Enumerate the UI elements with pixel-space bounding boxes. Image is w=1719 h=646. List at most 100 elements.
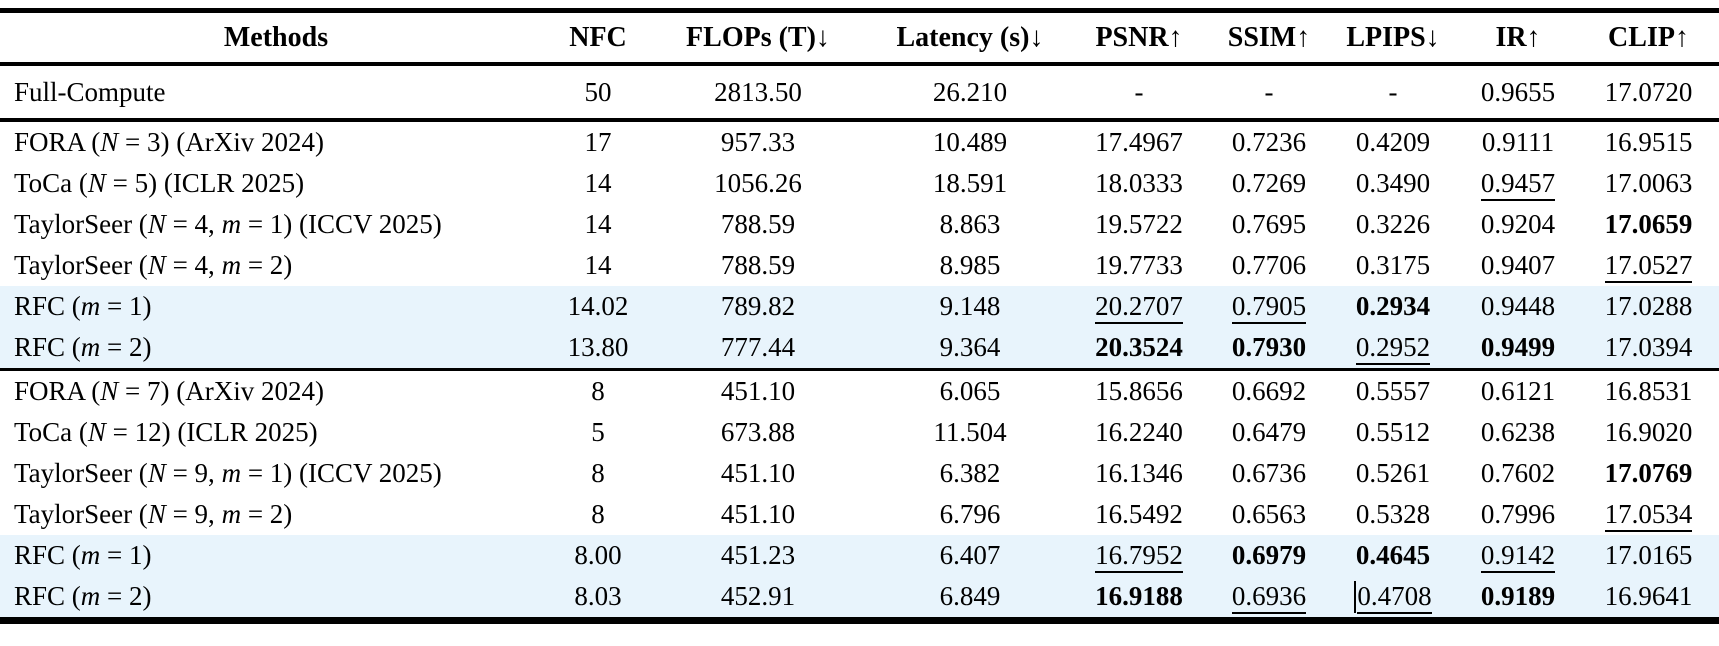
metric-value: 0.6563 [1231,499,1307,529]
metric-value: 16.5492 [1095,499,1183,529]
value-cell: 14.02 [552,286,644,327]
metric-value: 14 [584,250,612,280]
value-cell: 0.7706 [1210,245,1328,286]
value-cell: 0.6736 [1210,453,1328,494]
metric-value: 17.4967 [1095,127,1183,157]
metric-value: 5 [591,417,605,447]
metric-value: 0.7602 [1480,458,1556,488]
value-cell: 0.6936 [1210,576,1328,621]
method-cell: FORA (N = 7) (ArXiv 2024) [14,376,324,406]
column-header-nfc: NFC [569,22,627,53]
metric-value: 17.0769 [1604,458,1693,488]
value-cell: 20.2707 [1068,286,1210,327]
method-cell: TaylorSeer (N = 4, m = 1) (ICCV 2025) [14,209,442,239]
metric-value: 777.44 [720,332,796,362]
value-cell: 8.863 [872,204,1068,245]
value-cell: 8.00 [552,535,644,576]
value-cell: 788.59 [644,245,872,286]
text-cursor-artifact [1354,581,1357,613]
value-cell: 14 [552,163,644,204]
metric-value: 6.065 [939,376,1001,406]
metric-value: - [1264,77,1274,107]
method-cell: TaylorSeer (N = 4, m = 2) [14,250,293,280]
method-cell: ToCa (N = 5) (ICLR 2025) [14,168,305,198]
metric-value: 8 [591,376,605,406]
metric-value: 0.7996 [1480,499,1556,529]
table-row: ToCa (N = 5) (ICLR 2025) 14 1056.26 18.591 1… [0,163,1719,204]
value-cell: 788.59 [644,204,872,245]
value-cell: 0.6479 [1210,412,1328,453]
metric-value: 8.863 [939,209,1001,239]
value-cell: 17.0527 [1578,245,1719,286]
value-cell: 777.44 [644,327,872,370]
metric-value: 0.6121 [1480,376,1556,406]
metric-value: 16.9188 [1095,581,1183,611]
high-nfc-section: FORA (N = 3) (ArXiv 2024) 17 957.33 10.489 1… [0,120,1719,370]
metric-value: 9.148 [939,291,1001,321]
column-header-ssim: SSIM↑ [1227,22,1311,53]
value-cell: 451.10 [644,494,872,535]
metric-value: 0.9407 [1480,250,1556,280]
metric-value: 0.7930 [1231,332,1307,362]
value-cell: 0.9499 [1458,327,1578,370]
value-cell: 0.5261 [1328,453,1458,494]
value-cell: 0.3175 [1328,245,1458,286]
metric-value: 16.9515 [1604,127,1693,157]
metric-value: 451.10 [720,458,796,488]
metric-value: 0.6736 [1231,458,1307,488]
value-cell: 17.0769 [1578,453,1719,494]
metric-value: 0.9499 [1480,332,1556,362]
metric-value: 16.9020 [1604,417,1693,447]
value-cell: 20.3524 [1068,327,1210,370]
metric-value: 957.33 [720,127,796,157]
value-cell: 9.148 [872,286,1068,327]
low-nfc-section: FORA (N = 7) (ArXiv 2024) 8 451.10 6.065 15.… [0,370,1719,621]
method-cell: RFC (m = 1) [14,540,152,570]
value-cell: 6.849 [872,576,1068,621]
value-cell: 0.6121 [1458,370,1578,413]
table-row: FORA (N = 7) (ArXiv 2024) 8 451.10 6.065 15.… [0,370,1719,413]
value-cell: 0.7269 [1210,163,1328,204]
results-table: Methods NFC FLOPs (T)↓ Latency (s)↓ PSNR… [0,8,1719,624]
metric-value: 18.0333 [1095,168,1183,198]
value-cell: 0.4708 [1328,576,1458,621]
metric-value: 0.5512 [1355,417,1431,447]
value-cell: 0.5557 [1328,370,1458,413]
value-cell: 0.9655 [1458,64,1578,120]
table-row: RFC (m = 1) 8.00 451.23 6.407 16.7952 0.6979 0… [0,535,1719,576]
table-row: TaylorSeer (N = 9, m = 2) 8 451.10 6.796 16.… [0,494,1719,535]
table-row: RFC (m = 2) 13.80 777.44 9.364 20.3524 0.7930… [0,327,1719,370]
method-cell: RFC (m = 2) [14,332,152,362]
metric-value: 10.489 [932,127,1008,157]
method-cell: ToCa (N = 12) (ICLR 2025) [14,417,318,447]
table-header: Methods NFC FLOPs (T)↓ Latency (s)↓ PSNR… [0,11,1719,64]
metric-value: 451.10 [720,376,796,406]
table-figure: Methods NFC FLOPs (T)↓ Latency (s)↓ PSNR… [0,8,1719,624]
value-cell: 16.9188 [1068,576,1210,621]
value-cell: 17 [552,120,644,163]
value-cell: 6.796 [872,494,1068,535]
method-cell: RFC (m = 2) [14,581,152,611]
method-cell: FORA (N = 3) (ArXiv 2024) [14,127,324,157]
method-cell: RFC (m = 1) [14,291,152,321]
metric-value: 17.0659 [1604,209,1693,239]
table-row: ToCa (N = 12) (ICLR 2025) 5 673.88 11.504 16… [0,412,1719,453]
metric-value: 26.210 [932,77,1008,107]
value-cell: 673.88 [644,412,872,453]
metric-value: 0.6979 [1231,540,1307,570]
metric-value: - [1388,77,1398,107]
metric-value: 0.5328 [1355,499,1431,529]
value-cell: 451.10 [644,453,872,494]
value-cell: 8 [552,494,644,535]
value-cell: 0.4209 [1328,120,1458,163]
metric-value: 16.1346 [1095,458,1183,488]
metric-value: 20.3524 [1095,332,1183,362]
metric-value: 451.10 [720,499,796,529]
value-cell: 16.9641 [1578,576,1719,621]
value-cell: 0.2952 [1328,327,1458,370]
metric-value: 0.6238 [1480,417,1556,447]
metric-value: - [1134,77,1144,107]
value-cell: - [1328,64,1458,120]
value-cell: 0.6563 [1210,494,1328,535]
metric-value: 0.7269 [1231,168,1307,198]
